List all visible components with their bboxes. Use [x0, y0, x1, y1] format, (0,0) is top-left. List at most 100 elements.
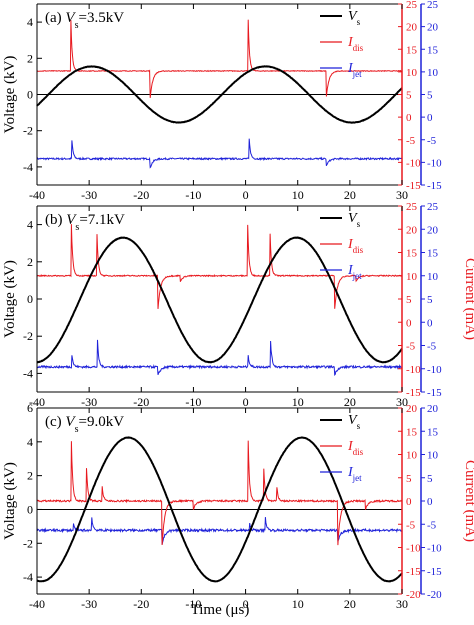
series-Idis-line: [36, 440, 403, 546]
y2-tick-label-blue: 10: [427, 271, 439, 283]
y2-tick-label-blue: 5: [427, 473, 433, 485]
y2-tick-label-red: 20: [406, 22, 418, 34]
legend-symbol: I: [347, 237, 354, 252]
x-tick-label: 30: [396, 597, 408, 611]
condition-symbol: V: [65, 10, 76, 26]
x-tick-label: -20: [133, 188, 149, 202]
y-tick-label: -4: [23, 570, 33, 584]
y2-tick-label-blue: 25: [427, 0, 439, 11]
y2-tick-label-red: 15: [406, 426, 418, 438]
y2-tick-label-blue: 20: [427, 22, 439, 34]
y2-tick-label-blue: 10: [427, 450, 439, 462]
series-Ijet-line: [36, 138, 403, 169]
y2-tick-label-red: -15: [406, 387, 421, 399]
legend-label: Idis: [347, 35, 364, 53]
y2-tick-label-blue: 20: [427, 403, 439, 415]
y2-tick-label-red: -5: [406, 341, 416, 353]
panel-label: (c) Vs=9.0kV: [45, 414, 124, 435]
y-tick-label: 4: [27, 218, 33, 232]
y2-tick-label-blue: -10: [427, 364, 442, 376]
series-Idis-line: [36, 19, 403, 98]
x-tick-label: -20: [133, 597, 149, 611]
legend-subscript: s: [357, 421, 361, 431]
y2-tick-label-blue: -10: [427, 543, 442, 555]
x-tick-label: 0: [243, 597, 249, 611]
y2-tick-label-red: 5: [406, 294, 412, 306]
legend-symbol: I: [347, 35, 354, 50]
y2-tick-label-red: 5: [406, 473, 412, 485]
series-Idis-line: [36, 224, 403, 309]
legend-label: Ijet: [347, 465, 362, 483]
y2-tick-label-blue: 5: [427, 294, 433, 306]
y2-tick-label-blue: 20: [427, 224, 439, 236]
y2-tick-label-blue: 25: [427, 201, 439, 213]
legend-label: Vs: [348, 9, 361, 27]
condition-value: =7.1kV: [79, 212, 125, 228]
x-tick-label: -10: [185, 395, 201, 409]
y-tick-label: -4: [23, 366, 33, 380]
y2-tick-label-red: 0: [406, 112, 412, 124]
y2-tick-label-blue: -15: [427, 180, 442, 192]
y-tick-label: 2: [27, 469, 33, 483]
x-tick-label: -30: [81, 597, 97, 611]
x-tick-label: 20: [344, 395, 356, 409]
y-tick-label: -2: [23, 536, 33, 550]
y2-tick-label-red: -5: [406, 519, 416, 531]
y-tick-label: 4: [27, 435, 33, 449]
condition-value: =3.5kV: [78, 10, 124, 26]
x-tick-label: 10: [292, 395, 304, 409]
y2-tick-label-blue: -20: [427, 589, 442, 601]
series-Vs-line: [36, 236, 403, 364]
series-Ijet-line: [36, 339, 403, 377]
y2-tick-label-red: 10: [406, 450, 418, 462]
y2-tick-label-red: 10: [406, 67, 418, 79]
y2-tick-label-red: 15: [406, 248, 418, 260]
y-axis-title: Voltage (kV): [2, 56, 18, 134]
y-tick-label: -2: [23, 329, 33, 343]
y2-tick-label-red: 25: [406, 201, 418, 213]
y2-tick-label-blue: 0: [427, 112, 433, 124]
y2-tick-label-blue: -5: [427, 341, 437, 353]
legend-subscript: s: [357, 219, 361, 229]
y2-tick-label-blue: 0: [427, 496, 433, 508]
condition-subscript: s: [75, 222, 79, 233]
x-tick-label: 20: [344, 188, 356, 202]
y2-tick-label-blue: 15: [427, 248, 439, 260]
y-tick-label: 6: [27, 401, 33, 415]
x-tick-label: -20: [133, 395, 149, 409]
x-tick-label: -30: [81, 395, 97, 409]
legend-subscript: jet: [352, 69, 362, 79]
legend-symbol: V: [348, 413, 358, 428]
y2-tick-label-blue: -15: [427, 566, 442, 578]
legend-symbol: I: [347, 465, 354, 480]
x-tick-label: -40: [29, 188, 45, 202]
series-Vs-line: [36, 65, 403, 124]
y2-tick-label-red: 5: [406, 90, 412, 102]
y2-axis-title: Current (mA): [462, 258, 474, 340]
y2-tick-label-red: 0: [406, 496, 412, 508]
y2-tick-label-red: 25: [406, 0, 418, 11]
panel-label: (a) Vs=3.5kV: [45, 10, 124, 31]
legend-symbol: I: [347, 439, 354, 454]
y-tick-label: 0: [27, 88, 33, 102]
legend-symbol: I: [347, 263, 354, 278]
legend-label: Vs: [348, 413, 361, 431]
y2-tick-label-red: -5: [406, 135, 416, 147]
y2-tick-label-red: 0: [406, 317, 412, 329]
y-axis-title: Voltage (kV): [2, 260, 18, 338]
legend-subscript: jet: [352, 271, 362, 281]
x-tick-label: 20: [344, 597, 356, 611]
legend-symbol: V: [348, 9, 358, 24]
y2-tick-label-red: 20: [406, 403, 418, 415]
x-tick-label: -10: [185, 188, 201, 202]
series-Vs-line: [36, 436, 403, 583]
y2-axis-title: Current (mA): [462, 460, 474, 542]
y-tick-label: 2: [27, 51, 33, 65]
legend-label: Idis: [347, 439, 364, 457]
y2-tick-label-blue: 0: [427, 317, 433, 329]
legend-symbol: I: [347, 61, 354, 76]
y-tick-label: 0: [27, 292, 33, 306]
